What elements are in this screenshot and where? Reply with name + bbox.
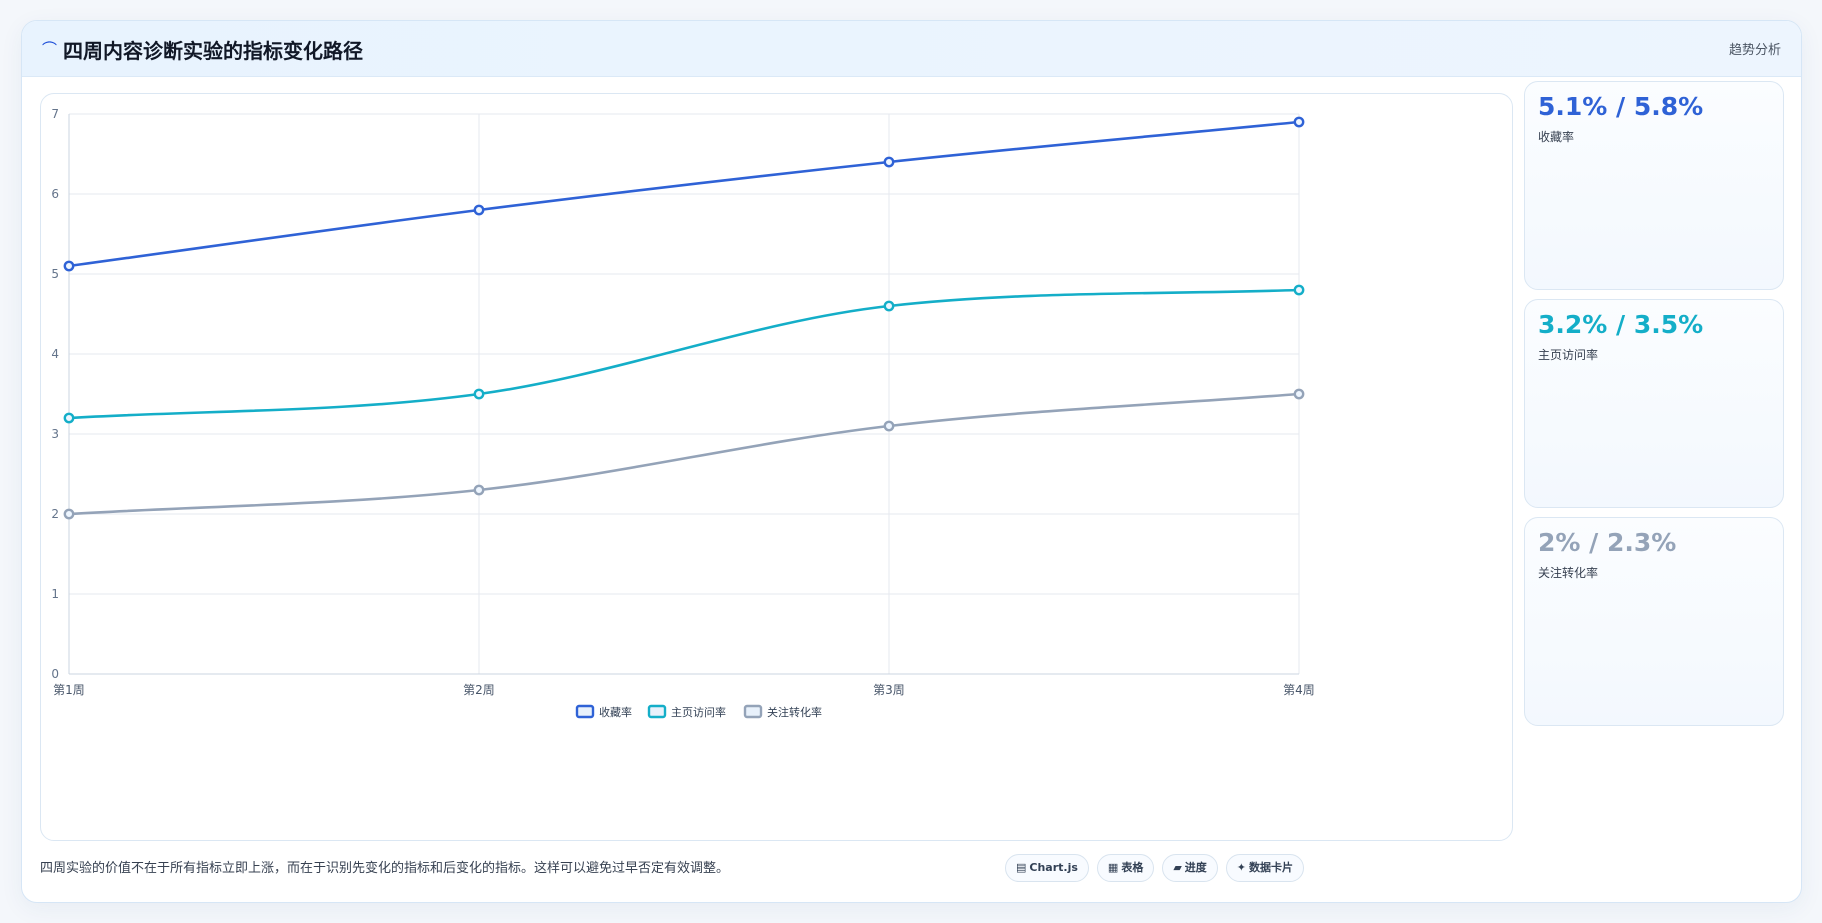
data-point	[1293, 388, 1305, 400]
legend-label: 收藏率	[599, 705, 632, 719]
y-tick-label: 3	[51, 427, 59, 441]
legend-swatch	[647, 704, 667, 719]
data-point	[883, 156, 895, 168]
card-icon: ✦	[1236, 861, 1247, 874]
y-tick-label: 5	[51, 267, 59, 281]
data-point	[1293, 284, 1305, 296]
data-point	[63, 508, 75, 520]
stat-label: 主页访问率	[1538, 348, 1599, 362]
stat-card-favorite: 5.1% / 5.8% 收藏率	[1524, 81, 1784, 290]
y-tick-label: 0	[51, 667, 59, 681]
data-point	[1293, 116, 1305, 128]
page-title: 四周内容诊断实验的指标变化路径	[63, 39, 363, 63]
data-point	[63, 412, 75, 424]
table-icon: ▦	[1107, 861, 1119, 874]
stat-value: 5.1% / 5.8%	[1538, 92, 1704, 121]
chip-table[interactable]: ▦ 表格	[1096, 854, 1155, 882]
stat-value: 2% / 2.3%	[1538, 528, 1677, 557]
stat-card-homepage-visit: 3.2% / 3.5% 主页访问率	[1524, 299, 1784, 508]
chip-label: 表格	[1121, 861, 1144, 874]
y-tick-label: 2	[51, 507, 59, 521]
stat-label: 收藏率	[1538, 130, 1575, 144]
progress-icon: ▰	[1173, 861, 1182, 874]
chip-progress[interactable]: ▰ 进度	[1162, 854, 1218, 882]
data-point	[473, 388, 485, 400]
x-tick-label: 第4周	[1283, 683, 1315, 697]
card-header: ⌒ 四周内容诊断实验的指标变化路径 趋势分析	[22, 21, 1801, 77]
footer-note: 四周实验的价值不在于所有指标立即上涨，而在于识别先变化的指标和后变化的指标。这样…	[40, 861, 730, 876]
chip-label: 数据卡片	[1249, 861, 1294, 874]
y-tick-label: 4	[51, 347, 59, 361]
trend-analysis-label[interactable]: 趋势分析	[1728, 43, 1781, 58]
series-line-0	[68, 120, 1300, 268]
data-point	[883, 300, 895, 312]
chip-data-card[interactable]: ✦ 数据卡片	[1225, 854, 1305, 882]
chip-chartjs[interactable]: ▤ Chart.js	[1005, 854, 1089, 882]
x-tick-label: 第3周	[873, 683, 905, 697]
x-tick-label: 第2周	[463, 683, 495, 697]
x-tick-label: 第1周	[53, 683, 85, 697]
y-tick-label: 6	[51, 187, 59, 201]
legend-swatch	[743, 704, 763, 719]
legend-label: 主页访问率	[671, 705, 726, 719]
data-point	[473, 204, 485, 216]
y-tick-label: 7	[51, 107, 59, 121]
chip-label: 进度	[1184, 861, 1207, 874]
data-point	[883, 420, 895, 432]
legend-swatch	[575, 704, 595, 719]
legend-label: 关注转化率	[767, 705, 822, 719]
y-tick-label: 1	[51, 587, 59, 601]
stat-value: 3.2% / 3.5%	[1538, 310, 1704, 339]
data-point	[63, 260, 75, 272]
chart-icon: ▤	[1016, 861, 1027, 874]
trend-line-icon: ⌒	[42, 40, 58, 58]
data-point	[473, 484, 485, 496]
tool-chips: ▤ Chart.js ▦ 表格 ▰ 进度 ✦ 数据卡片	[1005, 854, 1305, 882]
stat-label: 关注转化率	[1538, 566, 1599, 580]
line-chart: 0 1 2 3 4 5 6 7 第1周 第2周 第3周 第4周收藏率 主页访问率 关注转化率	[40, 93, 1513, 841]
series-line-1	[68, 288, 1300, 420]
chip-label: Chart.js	[1029, 861, 1078, 874]
series-line-2	[68, 392, 1300, 516]
dashboard-card: ⌒ 四周内容诊断实验的指标变化路径 趋势分析 0 1 2 3 4 5 6 7 第1周 第2周 第3周…	[21, 20, 1802, 903]
stat-card-follow-conversion: 2% / 2.3% 关注转化率	[1524, 517, 1784, 726]
